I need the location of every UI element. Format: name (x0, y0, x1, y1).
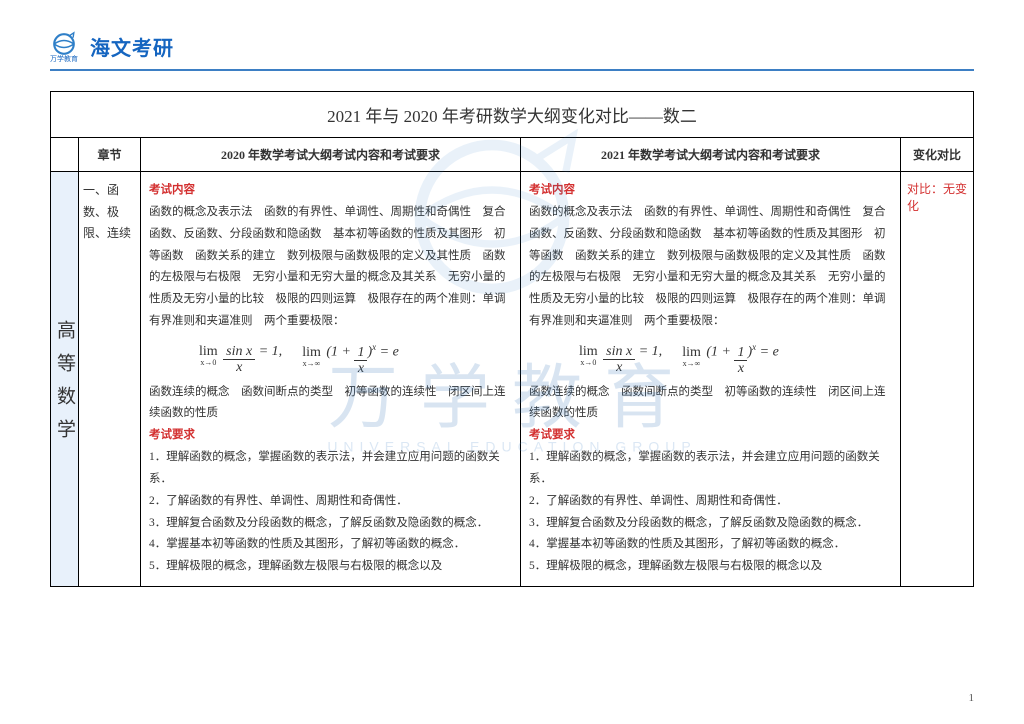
formula-2: limx→∞ (1 + 1x)x = e (682, 339, 779, 376)
section-label-content: 考试内容 (149, 180, 512, 202)
req-2020-2: 2．了解函数的有界性、单调性、周期性和奇偶性． (149, 491, 512, 513)
req-2021-2: 2．了解函数的有界性、单调性、周期性和奇偶性． (529, 491, 892, 513)
header-2020: 2020 年数学考试大纲考试内容和考试要求 (141, 138, 521, 172)
logo: 万学教育 (50, 30, 78, 63)
section-label-requirement: 考试要求 (149, 425, 512, 447)
content-2020-p2: 函数连续的概念 函数间断点的类型 初等函数的连续性 闭区间上连续函数的性质 (149, 382, 512, 426)
header-blank (51, 138, 79, 172)
section-label-requirement: 考试要求 (529, 425, 892, 447)
content-2020-p1: 函数的概念及表示法 函数的有界性、单调性、周期性和奇偶性 复合函数、反函数、分段… (149, 202, 512, 333)
header-chapter: 章节 (79, 138, 141, 172)
req-2021-4: 4．掌握基本初等函数的性质及其图形，了解初等函数的概念． (529, 534, 892, 556)
req-2021-3: 3．理解复合函数及分段函数的概念，了解反函数及隐函数的概念． (529, 513, 892, 535)
req-2021-1: 1．理解函数的概念，掌握函数的表示法，并会建立应用问题的函数关系． (529, 447, 892, 491)
section-label-content: 考试内容 (529, 180, 892, 202)
header-diff: 变化对比 (901, 138, 974, 172)
req-2021-5: 5．理解极限的概念，理解函数左极限与右极限的概念以及 (529, 556, 892, 578)
subject-cell: 高等数学 (51, 172, 79, 587)
req-2020-4: 4．掌握基本初等函数的性质及其图形，了解初等函数的概念． (149, 534, 512, 556)
header-bar: 万学教育 海文考研 (50, 30, 974, 71)
content-2021-p2: 函数连续的概念 函数间断点的类型 初等函数的连续性 闭区间上连续函数的性质 (529, 382, 892, 426)
content-2020-cell: 考试内容 函数的概念及表示法 函数的有界性、单调性、周期性和奇偶性 复合函数、反… (141, 172, 521, 587)
chapter-cell: 一、函数、极限、连续 (79, 172, 141, 587)
header-2021: 2021 年数学考试大纲考试内容和考试要求 (521, 138, 901, 172)
globe-icon (50, 30, 78, 58)
page-number: 1 (969, 692, 975, 704)
formula-1: limx→0 sin xx = 1, (199, 339, 282, 375)
content-2021-cell: 考试内容 函数的概念及表示法 函数的有界性、单调性、周期性和奇偶性 复合函数、反… (521, 172, 901, 587)
comparison-table: 章节 2020 年数学考试大纲考试内容和考试要求 2021 年数学考试大纲考试内… (50, 137, 974, 587)
formula-block: limx→0 sin xx = 1, limx→∞ (1 + 1x)x = e (149, 333, 512, 382)
formula-block: limx→0 sin xx = 1, limx→∞ (1 + 1x)x = e (529, 333, 892, 382)
formula-1: limx→0 sin xx = 1, (579, 339, 662, 375)
table-row: 高等数学 一、函数、极限、连续 考试内容 函数的概念及表示法 函数的有界性、单调… (51, 172, 974, 587)
formula-2: limx→∞ (1 + 1x)x = e (302, 339, 399, 376)
req-2020-1: 1．理解函数的概念，掌握函数的表示法，并会建立应用问题的函数关系． (149, 447, 512, 491)
req-2020-3: 3．理解复合函数及分段函数的概念，了解反函数及隐函数的概念． (149, 513, 512, 535)
diff-text: 对比：无变化 (907, 182, 967, 213)
document-title: 2021 年与 2020 年考研数学大纲变化对比——数二 (50, 91, 974, 137)
brand-name: 海文考研 (90, 32, 174, 61)
content-2021-p1: 函数的概念及表示法 函数的有界性、单调性、周期性和奇偶性 复合函数、反函数、分段… (529, 202, 892, 333)
req-2020-5: 5．理解极限的概念，理解函数左极限与右极限的概念以及 (149, 556, 512, 578)
table-header-row: 章节 2020 年数学考试大纲考试内容和考试要求 2021 年数学考试大纲考试内… (51, 138, 974, 172)
diff-cell: 对比：无变化 (901, 172, 974, 587)
